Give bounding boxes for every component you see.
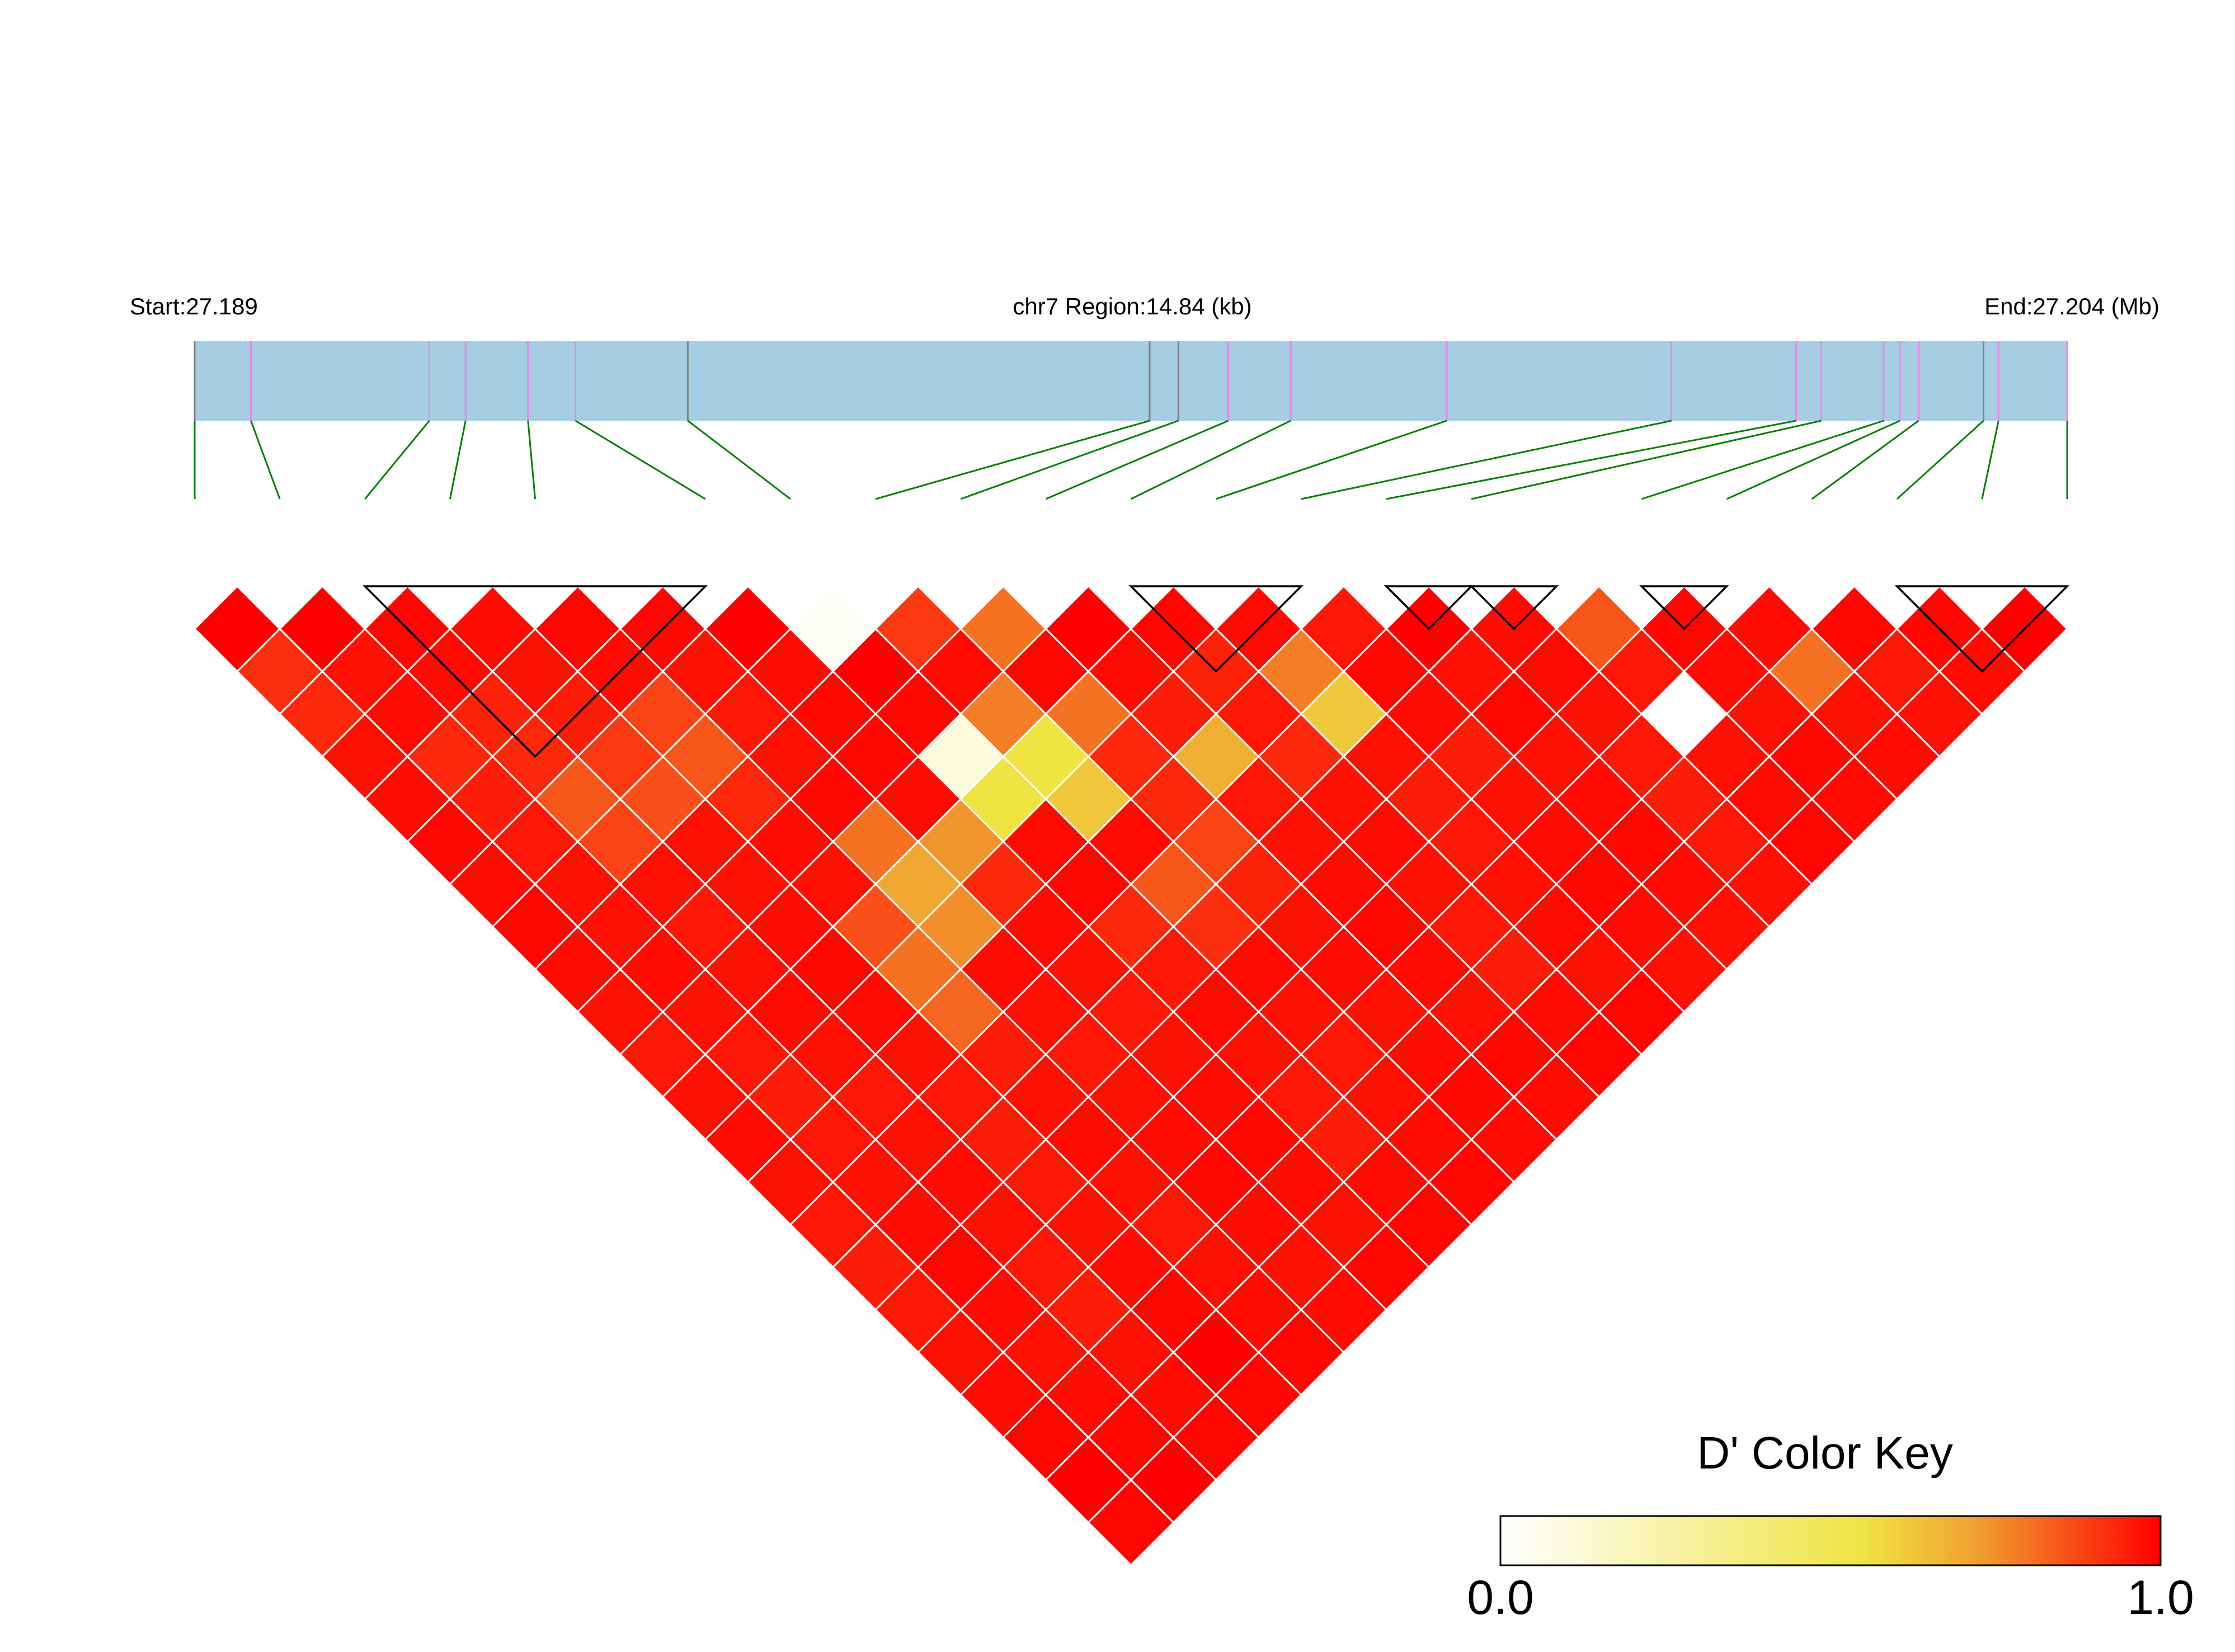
snp-connector xyxy=(1216,420,1447,500)
snp-marker-group xyxy=(194,341,2068,421)
snp-connector xyxy=(875,420,1150,500)
haplotype-block-outline xyxy=(1639,585,1729,630)
color-key-max-label: 1.0 xyxy=(2127,1571,2194,1625)
color-key-gradient-bar xyxy=(1499,1515,2162,1566)
haplotype-block-outline xyxy=(363,585,708,758)
snp-connector xyxy=(960,420,1179,500)
snp-connector-group xyxy=(194,420,2068,500)
snp-connector xyxy=(250,420,281,500)
snp-connector xyxy=(575,420,706,500)
snp-connector xyxy=(1386,420,1797,500)
region-title: chr7 Region:14.84 (kb) xyxy=(1013,293,1251,319)
snp-connector xyxy=(449,420,467,500)
snp-connector xyxy=(1726,420,1900,500)
snp-connector xyxy=(1471,420,1822,500)
ld-cell-group xyxy=(193,585,2069,1566)
snp-connector xyxy=(1811,420,1919,500)
snp-connector xyxy=(687,420,791,500)
snp-connector xyxy=(364,420,430,500)
snp-connector xyxy=(1981,420,1999,500)
region-end-label: End:27.204 (Mb) xyxy=(1984,293,2159,319)
snp-connector xyxy=(1130,420,1291,500)
snp-connector xyxy=(1301,420,1672,500)
haplotype-block-outline xyxy=(1384,585,1474,630)
haplotype-block-outline xyxy=(1894,585,2070,673)
snp-connector xyxy=(1045,420,1229,500)
color-key-title: D' Color Key xyxy=(1697,1428,1953,1479)
snp-connector xyxy=(1896,420,1984,500)
region-start-label: Start:27.189 xyxy=(130,293,258,319)
snp-connector xyxy=(1641,420,1884,500)
haplotype-block-group xyxy=(363,585,2070,758)
haplotype-block-outline xyxy=(1469,585,1559,630)
snp-connector xyxy=(527,420,537,500)
chromosome-region-bar xyxy=(195,341,2067,421)
haplotype-block-outline xyxy=(1128,585,1304,673)
color-key-min-label: 0.0 xyxy=(1467,1571,1534,1625)
